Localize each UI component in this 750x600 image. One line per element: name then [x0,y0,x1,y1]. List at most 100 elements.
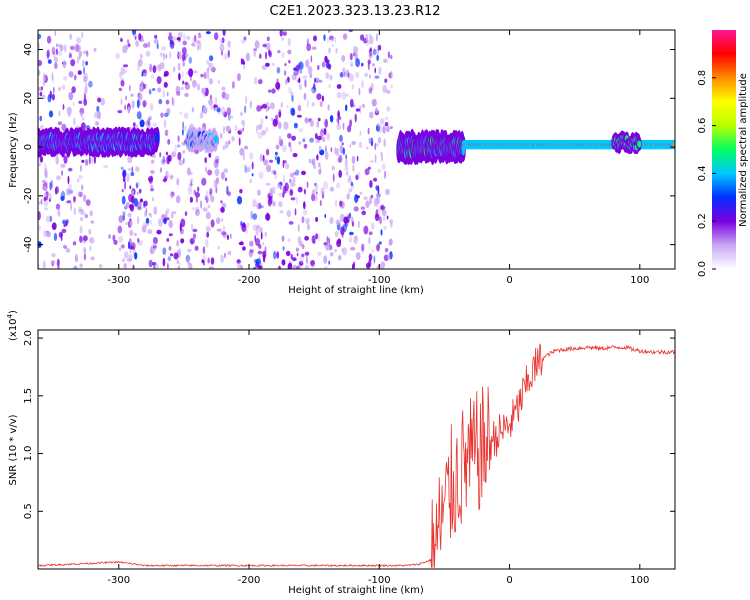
noise-cell [389,251,393,260]
noise-cell [271,169,274,175]
noise-cell [323,180,329,190]
noise-cell [281,51,285,59]
noise-cell [244,145,249,150]
noise-cell [325,244,330,251]
noise-cell [351,155,356,164]
noise-cell [140,80,144,90]
noise-cell [96,105,100,113]
noise-cell [342,147,346,155]
noise-cell [282,31,287,36]
noise-cell [135,166,140,173]
noise-cell [355,174,359,181]
noise-cell [183,33,186,41]
noise-cell [90,256,95,261]
noise-cell [253,76,258,85]
noise-cell [375,49,380,55]
noise-cell [178,51,182,58]
noise-cell [159,61,165,70]
noise-cell [287,49,292,55]
noise-cell [242,153,245,161]
noise-cell [184,92,189,98]
noise-cell [380,261,386,269]
noise-cell [65,200,68,205]
noise-cell [265,126,269,133]
noise-cell [202,246,206,255]
noise-cell [295,169,300,176]
noise-cell [80,211,86,216]
noise-cell [298,128,304,133]
noise-cell [81,31,84,39]
noise-cell [76,56,80,64]
noise-cell [265,182,271,186]
noise-cell [373,177,378,182]
noise-cell [384,116,389,120]
noise-cell [205,166,208,173]
noise-cell [60,190,66,200]
noise-cell [298,61,304,70]
noise-cell [185,53,189,58]
noise-cell [175,91,181,96]
noise-cell [113,239,118,245]
noise-cell [379,216,382,225]
noise-cell [47,59,52,64]
noise-cell [388,242,392,246]
noise-cell [258,79,263,85]
x-tick-label: 100 [630,575,649,586]
noise-cell [337,238,342,245]
noise-cell [338,169,343,178]
x-tick-label: -300 [107,275,130,286]
noise-cell [62,219,66,225]
noise-cell [258,171,264,179]
snr-scale-label: (x104) [6,310,19,341]
noise-cell [268,42,271,51]
noise-cell [119,247,122,251]
noise-cell [220,254,224,264]
noise-cell [214,155,220,164]
noise-cell [383,254,389,262]
noise-cell [325,72,330,79]
noise-cell [150,188,155,192]
noise-cell [342,33,348,40]
x-tick-label: -200 [238,575,261,586]
noise-cell [285,162,290,170]
noise-cell [361,243,365,252]
noise-cell [298,77,301,84]
noise-cell [361,210,367,216]
noise-cell [255,238,261,246]
noise-cell [227,40,231,48]
noise-cell [382,128,387,132]
noise-cell [345,93,350,97]
noise-cell [236,261,242,269]
noise-cell [327,63,332,70]
noise-cell [74,74,77,81]
noise-cell [85,199,91,207]
noise-cell [265,148,270,156]
noise-cell [348,73,354,82]
noise-cell [296,114,302,118]
noise-cell [163,112,169,117]
noise-cell [269,102,275,110]
noise-cell [145,120,151,127]
noise-cell [181,53,186,62]
noise-cell [295,73,298,80]
noise-cell [287,262,293,269]
noise-cell [325,59,330,64]
noise-cell [203,105,206,114]
noise-cell [206,69,209,73]
noise-cell [139,53,143,59]
noise-cell [178,31,183,39]
noise-cell [68,91,74,101]
noise-cell [289,178,292,184]
noise-cell [63,244,67,249]
noise-cell [179,228,184,235]
noise-cell [380,151,383,156]
noise-cell [76,37,82,44]
noise-cell [223,111,228,118]
noise-cell [117,225,123,234]
noise-cell [297,104,302,112]
noise-cell [269,159,273,163]
noise-cell [163,119,167,128]
noise-cell [337,114,340,118]
noise-cell [281,235,285,242]
noise-cell [350,64,353,67]
